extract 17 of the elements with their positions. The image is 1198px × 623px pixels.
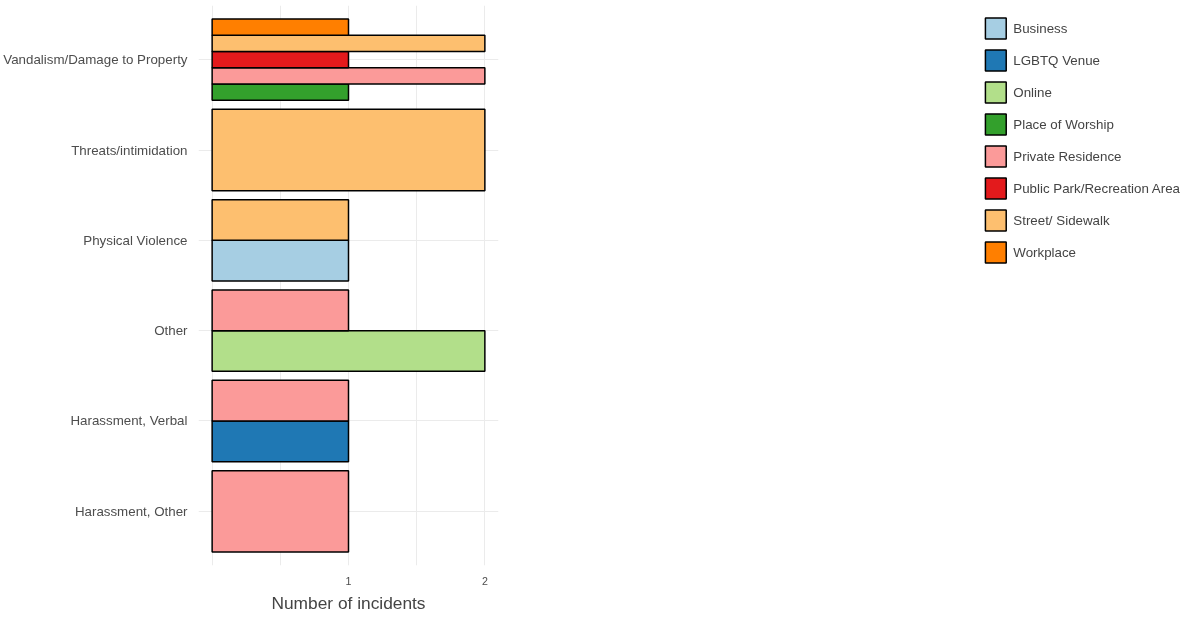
- y-tick-label: Other: [154, 323, 189, 339]
- x-tick-label: 1: [345, 574, 352, 587]
- y-tick-label: Harassment, Verbal: [70, 413, 188, 429]
- legend-label: Online: [1013, 84, 1052, 100]
- legend-label: Private Residence: [1013, 148, 1122, 164]
- legend-label: Workplace: [1013, 244, 1077, 260]
- x-tick-label: 2: [481, 574, 488, 587]
- y-tick-label: Physical Violence: [83, 232, 188, 248]
- legend-label: Street/ Sidewalk: [1013, 212, 1110, 228]
- legend-label: LGBTQ Venue: [1013, 52, 1100, 68]
- legend-label: Business: [1013, 20, 1068, 36]
- y-tick-label: Threats/intimidation: [71, 142, 188, 158]
- legend-label: Place of Worship: [1013, 116, 1114, 132]
- legend-label: Public Park/Recreation Area: [1013, 180, 1180, 196]
- x-axis-title: Number of incidents: [271, 592, 426, 613]
- y-tick-label: Harassment, Other: [74, 503, 189, 519]
- y-tick-label: Vandalism/Damage to Property: [3, 52, 188, 68]
